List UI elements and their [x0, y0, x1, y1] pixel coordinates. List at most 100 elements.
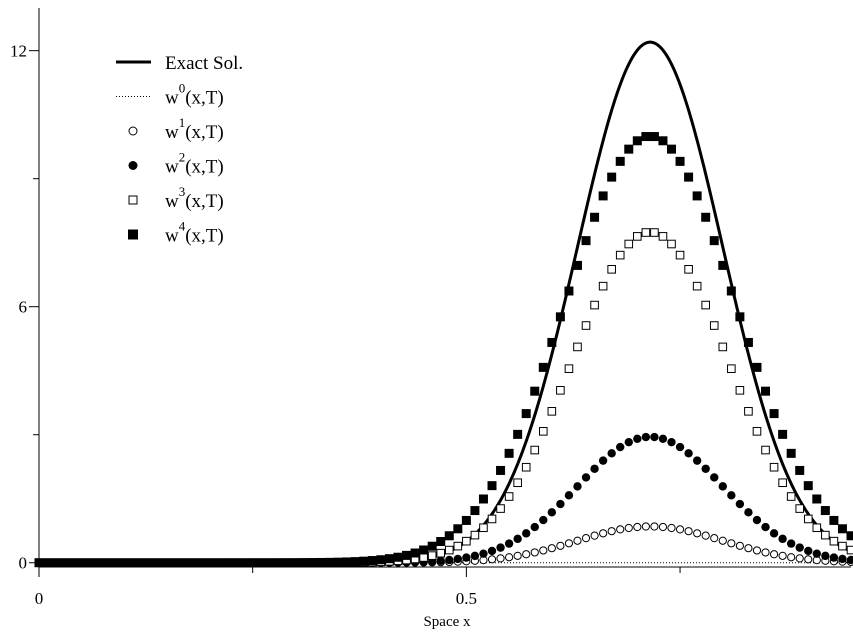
data-point [487, 555, 497, 564]
data-point [265, 558, 275, 568]
legend-item: w3(x,T) [128, 184, 224, 212]
data-point [205, 558, 215, 568]
data-point [444, 531, 454, 541]
data-point [846, 555, 853, 565]
data-point [573, 482, 582, 491]
data-point [513, 478, 522, 488]
data-point [752, 427, 762, 436]
data-point [504, 539, 514, 548]
legend-label: Exact Sol. [165, 53, 243, 74]
data-point [812, 494, 822, 504]
data-point [804, 555, 813, 564]
series-filled-square [34, 132, 853, 568]
data-point [795, 504, 805, 513]
data-point [675, 156, 685, 166]
data-point [128, 558, 138, 568]
data-point [667, 239, 676, 249]
data-point [436, 556, 445, 565]
data-point [538, 362, 548, 372]
data-point [633, 434, 642, 443]
legend-swatch [128, 126, 138, 136]
data-point [179, 558, 189, 568]
data-point [34, 558, 44, 568]
data-point [658, 136, 668, 146]
data-point [60, 558, 70, 568]
data-point [795, 543, 804, 552]
legend-label: w1(x,T) [165, 115, 224, 143]
y-tick-label: 12 [10, 42, 27, 61]
data-point [710, 473, 719, 482]
data-point [350, 557, 360, 567]
data-point [479, 549, 488, 558]
data-point [239, 558, 249, 568]
data-point [709, 236, 719, 246]
legend-item: w2(x,T) [128, 150, 224, 178]
series-line [39, 40, 852, 565]
data-point [342, 557, 352, 567]
legend-item: w4(x,T) [128, 219, 224, 247]
data-point [85, 558, 95, 568]
data-point [470, 530, 480, 540]
data-point [436, 548, 446, 558]
data-point [556, 499, 565, 509]
data-point [718, 536, 727, 545]
data-point [145, 558, 155, 568]
data-point [607, 527, 616, 536]
data-point [684, 449, 693, 458]
data-point [462, 553, 471, 562]
data-point [650, 522, 659, 531]
data-point [675, 525, 685, 534]
legend-swatch [128, 229, 138, 240]
data-point [804, 546, 813, 556]
data-point [572, 260, 582, 270]
data-point [590, 300, 599, 310]
data-point [658, 232, 668, 241]
data-point [530, 548, 539, 557]
data-point [487, 481, 497, 491]
data-point [188, 558, 198, 568]
data-point [769, 550, 779, 559]
data-point [727, 364, 736, 373]
data-point [590, 531, 599, 540]
data-point [829, 515, 839, 525]
data-point [675, 442, 685, 452]
data-point [94, 558, 104, 568]
data-point [119, 558, 129, 568]
data-point [838, 541, 847, 551]
data-point [778, 429, 788, 439]
data-point [325, 557, 335, 567]
data-point [445, 555, 454, 565]
data-point [633, 232, 642, 241]
data-point [68, 558, 78, 568]
data-point [444, 545, 454, 555]
data-point [359, 556, 369, 566]
data-point [222, 558, 232, 568]
data-point [718, 342, 728, 352]
data-point [701, 464, 710, 473]
data-point [453, 554, 463, 564]
data-point [496, 504, 505, 513]
data-point [539, 515, 548, 525]
data-point [693, 529, 702, 538]
legend-label: w2(x,T) [165, 150, 224, 178]
data-point [744, 508, 753, 517]
axes: 0 0.5 0 6 12 [10, 8, 851, 608]
data-point [282, 558, 292, 568]
data-point [624, 144, 634, 154]
data-point [462, 536, 471, 546]
data-point [573, 342, 582, 352]
data-point [701, 212, 711, 222]
data-point [718, 482, 727, 491]
data-point [419, 553, 428, 562]
data-point [641, 522, 650, 531]
data-point [821, 530, 830, 540]
data-point [615, 156, 625, 166]
data-point [539, 546, 548, 555]
data-point [599, 529, 608, 538]
data-point [547, 337, 557, 347]
data-point [778, 534, 787, 544]
data-point [77, 558, 87, 568]
legend-swatch [128, 195, 138, 205]
data-point [213, 558, 223, 568]
data-point [478, 494, 488, 504]
